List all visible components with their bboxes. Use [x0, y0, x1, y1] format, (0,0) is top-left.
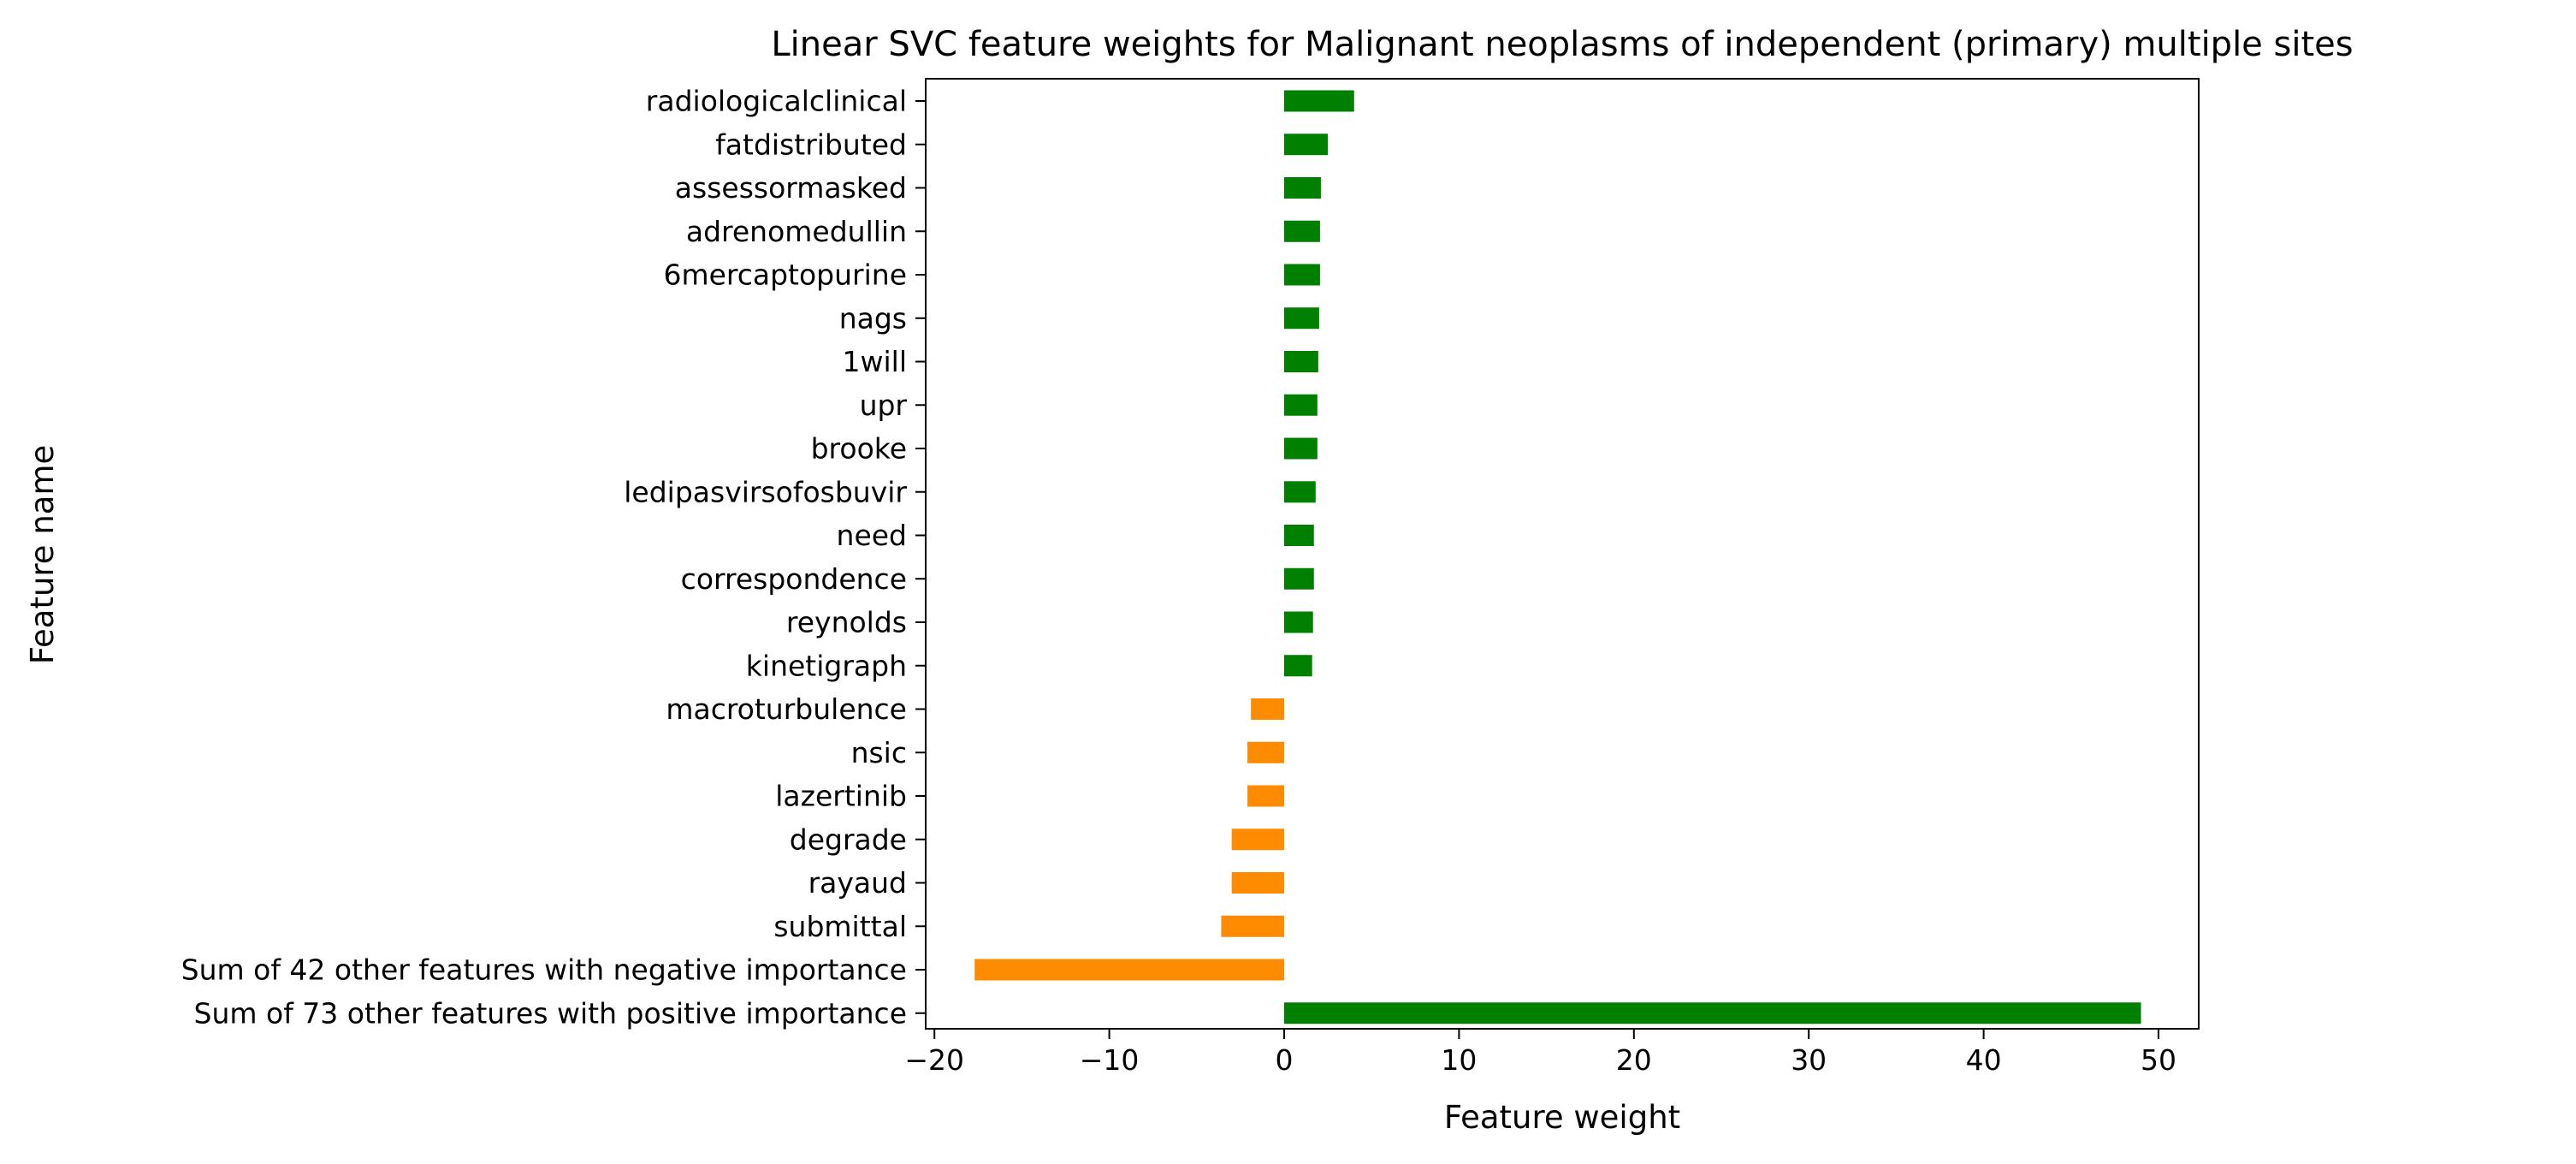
- bar-13: [1284, 655, 1312, 677]
- bar-10: [1284, 525, 1314, 546]
- bar-0: [1284, 90, 1354, 112]
- bar-17: [1231, 828, 1285, 851]
- x-tick-label: −20: [904, 1043, 964, 1077]
- y-tick-label: upr: [860, 389, 908, 422]
- y-tick-label: assessormasked: [675, 171, 907, 205]
- y-tick-label: brooke: [811, 432, 907, 466]
- x-tick-label: 10: [1441, 1043, 1477, 1077]
- bar-20: [974, 959, 1285, 981]
- y-tick-label: Sum of 42 other features with negative i…: [181, 953, 907, 987]
- y-ticks: radiologicalclinical fatdistributed assess…: [181, 85, 926, 1030]
- x-ticks: −20 −10 0 10 20 30 40 50: [904, 1029, 2176, 1077]
- bar-4: [1284, 264, 1320, 286]
- y-axis-label: Feature name: [24, 445, 61, 665]
- bar-12: [1284, 611, 1313, 633]
- y-tick-label: ledipasvirsofosbuvir: [624, 475, 907, 508]
- bar-7: [1284, 394, 1318, 416]
- x-tick-label: 30: [1791, 1043, 1827, 1077]
- bar-6: [1284, 351, 1318, 372]
- y-tick-label: submittal: [773, 910, 907, 943]
- bar-8: [1284, 437, 1318, 460]
- bar-16: [1247, 785, 1285, 807]
- y-tick-label: macroturbulence: [666, 692, 907, 726]
- x-tick-label: 50: [2141, 1043, 2176, 1077]
- bar-21: [1284, 1002, 2141, 1024]
- chart-title: Linear SVC feature weights for Malignant…: [771, 25, 2353, 64]
- x-tick-label: 0: [1276, 1043, 1294, 1077]
- y-tick-label: 6mercaptopurine: [663, 258, 907, 292]
- bar-5: [1284, 307, 1319, 330]
- x-axis-label: Feature weight: [1444, 1099, 1680, 1136]
- y-tick-label: fatdistributed: [715, 128, 907, 161]
- y-tick-label: kinetigraph: [746, 649, 907, 682]
- bar-9: [1284, 481, 1316, 503]
- bar-2: [1284, 177, 1321, 199]
- y-tick-label: correspondence: [681, 562, 907, 596]
- bar-11: [1284, 567, 1314, 590]
- y-tick-label: rayaud: [808, 866, 907, 900]
- x-tick-label: −10: [1080, 1043, 1140, 1077]
- y-tick-label: nsic: [851, 736, 907, 769]
- x-tick-label: 20: [1616, 1043, 1652, 1077]
- y-tick-label: reynolds: [786, 606, 907, 639]
- y-tick-label: Sum of 73 other features with positive i…: [194, 996, 907, 1030]
- y-tick-label: 1will: [843, 345, 908, 378]
- bar-19: [1221, 915, 1285, 937]
- y-tick-label: degrade: [790, 823, 907, 856]
- y-tick-label: nags: [839, 301, 907, 335]
- y-tick-label: lazertinib: [775, 780, 907, 813]
- y-tick-label: radiologicalclinical: [646, 85, 907, 118]
- plot-frame: [925, 78, 2200, 1030]
- bar-14: [1251, 698, 1285, 720]
- bar-15: [1247, 741, 1285, 763]
- bars-layer: [974, 90, 2141, 1024]
- y-tick-label: need: [837, 519, 907, 552]
- bar-1: [1284, 134, 1329, 156]
- bar-3: [1284, 220, 1320, 242]
- y-tick-label: adrenomedullin: [686, 215, 907, 248]
- bar-18: [1231, 872, 1285, 894]
- x-tick-label: 40: [1966, 1043, 2002, 1077]
